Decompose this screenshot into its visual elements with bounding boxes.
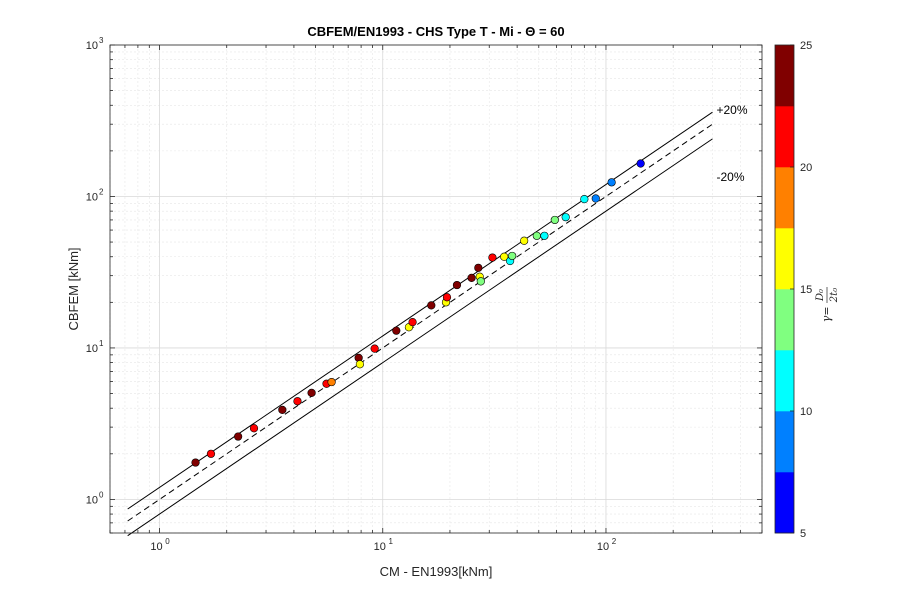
colorbar-tick-label: 10 <box>800 406 812 418</box>
y-tick-label-exponent: 1 <box>99 339 104 348</box>
data-point <box>427 301 436 310</box>
reference-line-2 <box>127 138 713 537</box>
colorbar-ticks: 5 10 15 20 25 <box>790 40 812 540</box>
reference-line-0 <box>127 111 713 510</box>
data-point <box>591 194 600 203</box>
data-point <box>467 273 476 282</box>
reference-line-labels: +20% -20% <box>716 103 747 184</box>
y-tick-label: 10 <box>86 40 98 52</box>
colorbar-segment <box>775 106 794 168</box>
data-point <box>488 253 497 262</box>
y-tick-label: 10 <box>86 343 98 355</box>
axes-box <box>109 44 763 534</box>
x-tick-label-exponent: 2 <box>612 537 617 546</box>
data-point <box>636 159 645 168</box>
chart-title: CBFEM/EN1993 - CHS Type T - Mi - Θ = 60 <box>307 24 564 39</box>
colorbar-tick-label: 25 <box>800 40 812 52</box>
x-tick-label-exponent: 0 <box>165 537 170 546</box>
svg-text:=: = <box>820 306 833 315</box>
y-tick-label-exponent: 0 <box>99 490 104 499</box>
data-point <box>540 231 549 240</box>
data-point <box>293 397 302 406</box>
data-point <box>500 252 509 261</box>
data-point <box>474 263 483 272</box>
y-tick-label-exponent: 2 <box>99 187 104 196</box>
x-axis-label: CM - EN1993[kNm] <box>380 564 493 579</box>
colorbar-label: γ = D₀ 2t₀ <box>815 287 840 322</box>
data-point <box>520 236 529 245</box>
colorbar-tick-label: 20 <box>800 162 812 174</box>
colorbar-segment <box>775 411 794 473</box>
colorbar-tick-label: 15 <box>800 284 812 296</box>
colorbar-segment <box>775 289 794 351</box>
data-point <box>249 424 259 433</box>
data-point <box>532 231 541 240</box>
plus-20-label: +20% <box>716 103 747 117</box>
data-point <box>442 293 452 302</box>
minor-grid <box>109 45 763 534</box>
colorbar-segment <box>775 167 794 229</box>
data-point <box>607 178 616 187</box>
data-point <box>508 251 517 261</box>
colorbar-segment <box>775 228 794 290</box>
colorbar <box>774 44 795 534</box>
y-tick-label: 10 <box>86 191 98 203</box>
data-point <box>206 449 216 458</box>
x-axis-ticks: 10 0 10 1 10 2 <box>109 45 763 553</box>
data-point <box>234 432 243 441</box>
data-points <box>191 159 645 467</box>
colorbar-segment <box>775 45 794 107</box>
axes-frame <box>109 44 763 534</box>
x-tick-label: 10 <box>150 541 162 553</box>
data-point <box>561 213 570 222</box>
plot-area-background <box>110 45 762 533</box>
data-point <box>327 377 336 387</box>
y-tick-label-exponent: 3 <box>99 36 104 45</box>
data-point <box>550 215 559 225</box>
data-point <box>307 388 316 397</box>
reference-lines <box>127 111 713 537</box>
colorbar-tick-label: 5 <box>800 528 806 540</box>
data-point <box>476 277 485 286</box>
x-tick-label: 10 <box>597 541 609 553</box>
data-point <box>392 326 401 335</box>
data-point <box>278 405 287 414</box>
minus-20-label: -20% <box>716 170 744 184</box>
data-point <box>408 318 417 327</box>
data-point <box>370 344 379 353</box>
colorbar-label-numerator: D₀ <box>815 289 826 302</box>
x-tick-label: 10 <box>374 541 386 553</box>
data-point <box>191 458 200 467</box>
y-axis-label: CBFEM [kNm] <box>66 247 81 330</box>
data-point <box>580 195 589 204</box>
y-tick-label: 10 <box>86 494 98 506</box>
colorbar-label-symbol: γ <box>820 315 833 322</box>
reference-line-1 <box>127 123 713 522</box>
colorbar-label-denominator: 2t₀ <box>829 288 840 303</box>
data-point <box>452 280 462 290</box>
colorbar-segment <box>775 472 794 534</box>
x-tick-label-exponent: 1 <box>389 537 394 546</box>
colorbar-segment <box>775 350 794 412</box>
data-point <box>355 360 364 369</box>
